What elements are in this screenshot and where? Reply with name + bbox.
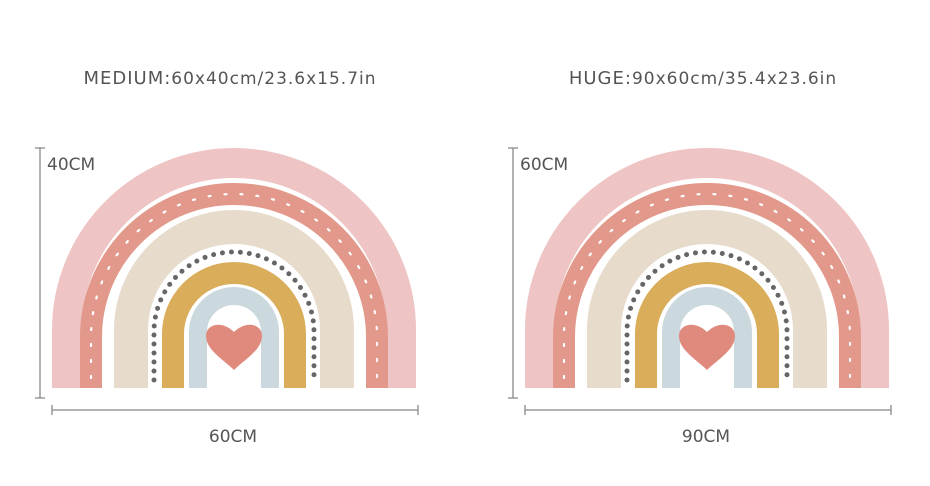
width-dimension-line <box>524 405 892 415</box>
panel-medium: MEDIUM:60x40cm/23.6x15.7in 40CM 60CM <box>35 68 419 447</box>
size-name: MEDIUM: <box>83 68 171 89</box>
panel-huge: HUGE:90x60cm/35.4x23.6in 60CM 90CM <box>508 68 892 447</box>
width-dimension-line <box>51 405 419 415</box>
rainbow-illustration <box>540 163 874 388</box>
width-label: 90CM <box>682 427 730 447</box>
size-title: HUGE:90x60cm/35.4x23.6in <box>569 68 837 89</box>
width-label: 60CM <box>209 427 257 447</box>
size-dimensions: 90x60cm/35.4x23.6in <box>632 69 837 89</box>
height-dimension-line <box>508 147 518 399</box>
size-title: MEDIUM:60x40cm/23.6x15.7in <box>83 68 376 89</box>
size-dimensions: 60x40cm/23.6x15.7in <box>171 69 376 89</box>
height-label: 40CM <box>47 155 95 175</box>
size-name: HUGE: <box>569 68 632 89</box>
height-label: 60CM <box>520 155 568 175</box>
rainbow-illustration <box>67 163 401 388</box>
height-dimension-line <box>35 147 45 399</box>
